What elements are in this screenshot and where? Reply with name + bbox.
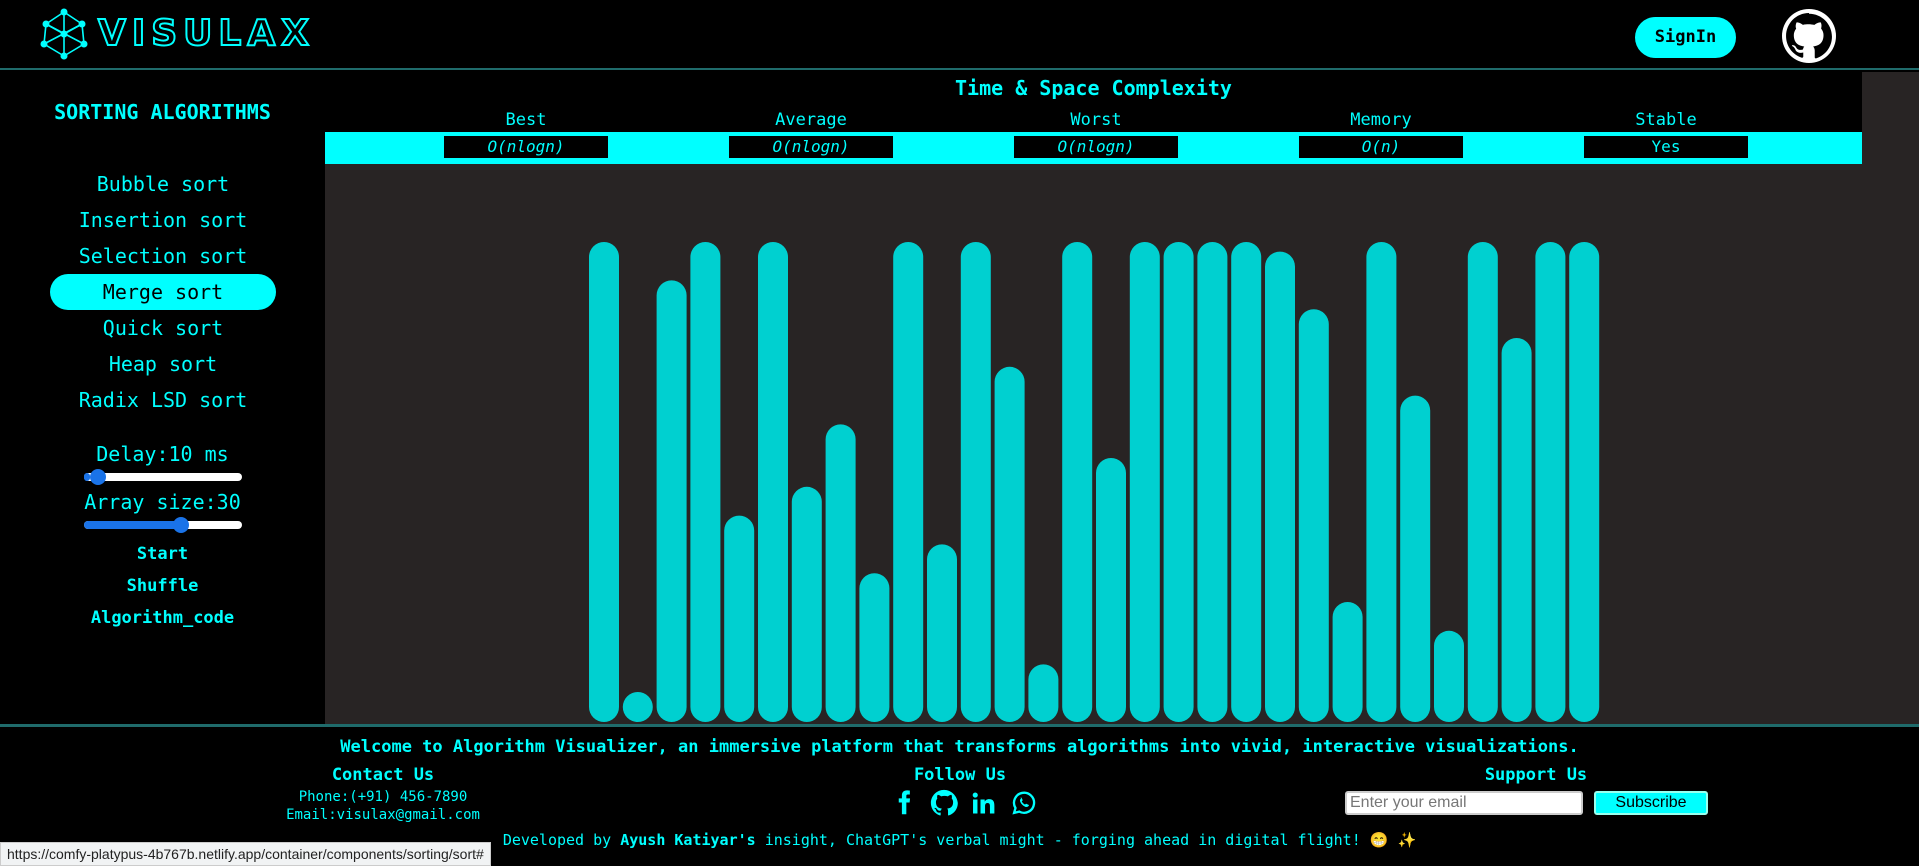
logo[interactable]: VISULAX <box>38 8 315 60</box>
algorithm-item-merge-sort[interactable]: Merge sort <box>50 274 276 310</box>
status-bar-url: https://comfy-platypus-4b767b.netlify.ap… <box>0 842 491 866</box>
shuffle-button[interactable]: Shuffle <box>126 576 199 596</box>
array-bar <box>1569 242 1600 722</box>
social-links <box>890 789 1038 817</box>
subscribe-email-input[interactable] <box>1345 791 1583 815</box>
complexity-value-worst: O(nlogn) <box>1012 134 1180 160</box>
contact-email: Email:visulax@gmail.com <box>286 807 480 823</box>
array-bar <box>1163 242 1194 722</box>
complexity-header-average: Average <box>775 110 847 130</box>
delay-slider[interactable] <box>84 469 242 485</box>
array-bar <box>1129 242 1160 722</box>
array-bar <box>1501 338 1532 722</box>
array-bar <box>758 242 788 722</box>
complexity-panel: Time & Space Complexity Best O(nlogn) Aver… <box>325 72 1862 164</box>
linkedin-icon[interactable] <box>970 789 998 817</box>
array-bar <box>656 280 687 722</box>
footer: Welcome to Algorithm Visualizer, an imme… <box>0 724 1919 866</box>
array-bar <box>960 242 991 722</box>
array-bar <box>589 242 619 722</box>
array-bar <box>994 366 1025 722</box>
array-bar <box>791 486 822 722</box>
complexity-header-best: Best <box>505 110 547 130</box>
logo-text: VISULAX <box>97 12 315 55</box>
follow-title: Follow Us <box>913 765 1007 785</box>
complexity-title: Time & Space Complexity <box>955 76 1232 100</box>
array-bar <box>1332 602 1363 722</box>
facebook-icon[interactable] <box>890 789 918 817</box>
sidebar: SORTING ALGORITHMS Bubble sort Insertion … <box>0 72 325 724</box>
delay-slider-fill <box>84 473 91 481</box>
algorithm-code-button[interactable]: Algorithm_code <box>90 608 235 628</box>
bar-chart <box>589 242 1600 722</box>
welcome-text: Welcome to Algorithm Visualizer, an imme… <box>340 737 1579 757</box>
complexity-header-memory: Memory <box>1350 110 1412 130</box>
array-bar <box>1028 664 1059 722</box>
algorithm-item-bubble-sort[interactable]: Bubble sort <box>96 172 230 196</box>
array-bar <box>1298 309 1329 722</box>
complexity-header-worst: Worst <box>1070 110 1122 130</box>
array-bar <box>825 424 856 722</box>
dev-suffix: insight, ChatGPT's verbal might - forgin… <box>755 831 1417 849</box>
algorithm-list: Bubble sort Insertion sort Selection sort M… <box>0 166 325 418</box>
dev-prefix: Developed by <box>502 831 621 849</box>
github-icon[interactable] <box>930 789 958 817</box>
sidebar-title: SORTING ALGORITHMS <box>54 100 271 124</box>
array-bar <box>1535 242 1566 722</box>
contact-phone: Phone:(+91) 456-7890 <box>298 789 468 805</box>
network-logo-icon <box>40 8 88 60</box>
dev-name: Ayush Katiyar's <box>620 831 756 849</box>
array-bar <box>893 242 924 722</box>
visualizer-area: Time & Space Complexity Best O(nlogn) Aver… <box>325 72 1919 724</box>
subscribe-button[interactable]: Subscribe <box>1594 791 1708 815</box>
array-bar <box>1062 242 1093 722</box>
complexity-value-memory: O(n) <box>1297 134 1465 160</box>
delay-slider-knob[interactable] <box>89 469 106 485</box>
algorithm-item-heap-sort[interactable]: Heap sort <box>108 352 218 376</box>
support-title: Support Us <box>1484 765 1588 785</box>
array-size-slider-fill <box>84 521 184 529</box>
complexity-value-average: O(nlogn) <box>727 134 895 160</box>
algorithm-item-selection-sort[interactable]: Selection sort <box>78 244 248 268</box>
header: VISULAX SignIn <box>0 0 1919 70</box>
algorithm-item-quick-sort[interactable]: Quick sort <box>102 316 224 340</box>
delay-label: Delay:10 ms <box>96 442 229 466</box>
array-bar <box>927 544 957 722</box>
array-bar <box>724 515 755 722</box>
start-button[interactable]: Start <box>136 544 189 564</box>
signin-button[interactable]: SignIn <box>1635 17 1736 58</box>
array-bar <box>690 242 721 722</box>
complexity-value-stable: Yes <box>1582 134 1750 160</box>
array-bar <box>1366 242 1397 722</box>
array-bar <box>622 692 653 722</box>
developer-credit: Developed by Ayush Katiyar's insight, Ch… <box>0 831 1919 849</box>
complexity-header-stable: Stable <box>1635 110 1697 130</box>
array-size-label: Array size:30 <box>84 490 241 514</box>
array-bar <box>1096 458 1126 722</box>
algorithm-item-insertion-sort[interactable]: Insertion sort <box>78 208 248 232</box>
whatsapp-icon[interactable] <box>1010 789 1038 817</box>
array-bar <box>1400 395 1431 722</box>
array-bar <box>1265 251 1295 722</box>
array-bar <box>1231 242 1262 722</box>
array-bar <box>1434 630 1464 722</box>
array-size-slider[interactable] <box>84 517 242 533</box>
complexity-value-best: O(nlogn) <box>442 134 610 160</box>
array-bar <box>1467 242 1498 722</box>
github-icon[interactable] <box>1782 9 1836 67</box>
array-bar <box>1197 242 1228 722</box>
array-bar <box>859 573 890 722</box>
array-size-slider-knob[interactable] <box>173 517 190 533</box>
algorithm-item-radix-lsd-sort[interactable]: Radix LSD sort <box>78 388 248 412</box>
contact-title: Contact Us <box>331 765 435 785</box>
